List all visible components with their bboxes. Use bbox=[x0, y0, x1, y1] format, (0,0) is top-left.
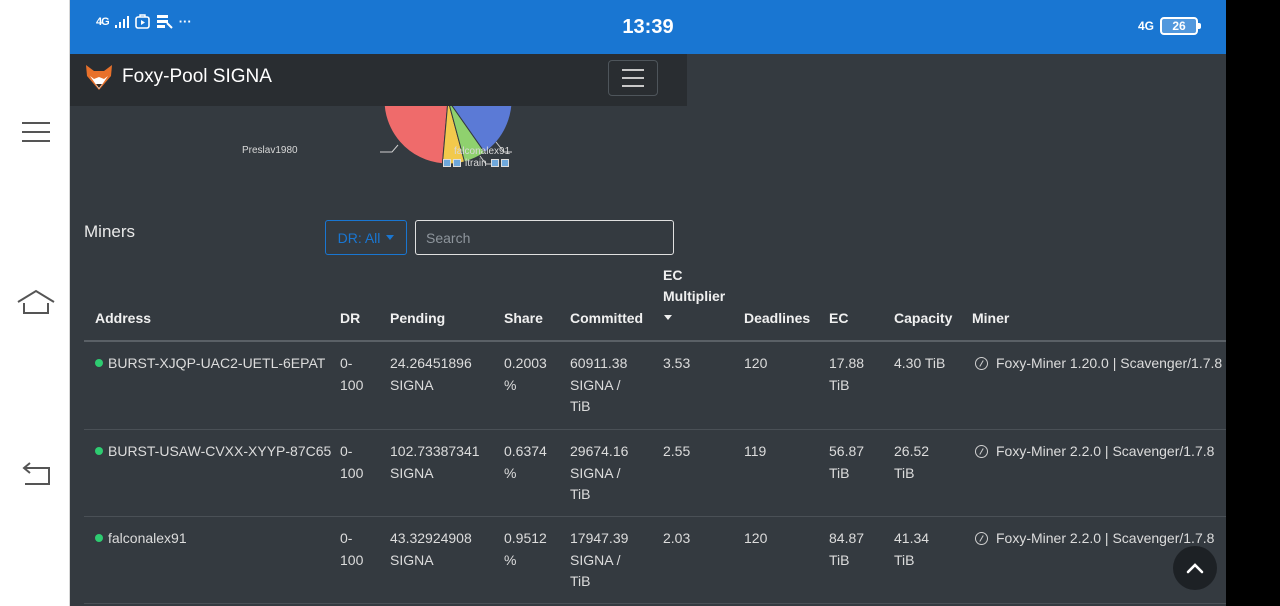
deadlines: 119 bbox=[744, 443, 767, 459]
network-indicator: 4G bbox=[96, 15, 110, 28]
effective-capacity: 56.87 TiB bbox=[829, 443, 865, 481]
fox-icon bbox=[86, 65, 112, 90]
pie-label-preslav1980: Preslav1980 bbox=[242, 145, 298, 156]
share: 0.6374% bbox=[504, 443, 547, 481]
dr-filter-dropdown[interactable]: DR: All bbox=[325, 220, 407, 255]
pie-leader-line bbox=[380, 144, 399, 153]
col-miner[interactable]: Miner bbox=[972, 310, 1010, 326]
pie-label-ltrain: ltrain bbox=[443, 158, 510, 169]
deadlines: 120 bbox=[744, 530, 768, 546]
deadline-range: 0- 100 bbox=[340, 355, 364, 393]
col-dr[interactable]: DR bbox=[340, 310, 361, 326]
device-nav-rail bbox=[0, 0, 70, 606]
storage-notification-icon bbox=[156, 15, 173, 29]
pie-leader-line bbox=[495, 141, 512, 153]
col-ec[interactable]: EC bbox=[829, 310, 849, 326]
screen: 4G ··· 13:39 4G 26 Preslav1980 falconale… bbox=[70, 0, 1226, 606]
app-notification-icon bbox=[134, 14, 150, 29]
col-committed[interactable]: Committed bbox=[570, 310, 644, 326]
pie-label-falconalex91: falconalex91 bbox=[454, 146, 511, 157]
flag-icon bbox=[443, 159, 451, 167]
miner-software-icon bbox=[975, 445, 988, 458]
status-bar: 4G ··· 13:39 4G 26 bbox=[70, 0, 1226, 54]
row-divider bbox=[84, 429, 1226, 430]
flag-icon bbox=[491, 159, 500, 167]
col-share[interactable]: Share bbox=[504, 310, 543, 326]
pending: 24.26451896 SIGNA bbox=[390, 355, 472, 393]
brand[interactable]: Foxy-Pool SIGNA bbox=[84, 62, 272, 92]
chevron-up-icon bbox=[1186, 563, 1204, 574]
device-bezel bbox=[1226, 0, 1280, 606]
col-capacity[interactable]: Capacity bbox=[894, 310, 953, 326]
deadlines: 120 bbox=[744, 355, 768, 371]
capacity: 4.30 TiB bbox=[894, 355, 946, 371]
miner-software: Foxy-Miner 1.20.0 | Scavenger/1.7.8 bbox=[975, 353, 1222, 375]
col-pending[interactable]: Pending bbox=[390, 310, 446, 326]
share: 0.2003% bbox=[504, 355, 547, 393]
online-status-dot bbox=[95, 447, 103, 455]
ec-multiplier: 2.55 bbox=[663, 443, 691, 459]
col-deadlines[interactable]: Deadlines bbox=[744, 310, 811, 326]
capacity: 41.34 TiB bbox=[894, 530, 930, 568]
home-icon[interactable] bbox=[14, 282, 58, 322]
committed: 29674.16 SIGNA / TiB bbox=[570, 443, 629, 502]
miner-software: Foxy-Miner 2.2.0 | Scavenger/1.7.8 bbox=[975, 441, 1214, 463]
share: 0.9512% bbox=[504, 530, 547, 568]
sort-desc-icon bbox=[663, 307, 725, 328]
row-divider bbox=[84, 516, 1226, 517]
col-address[interactable]: Address bbox=[95, 310, 152, 326]
flag-icon bbox=[453, 159, 461, 167]
row-divider bbox=[84, 603, 1226, 604]
miner-software: Foxy-Miner 2.2.0 | Scavenger/1.7.8 bbox=[975, 528, 1214, 550]
back-icon[interactable] bbox=[14, 454, 58, 494]
ec-multiplier: 3.53 bbox=[663, 355, 691, 371]
col-ec-multiplier[interactable]: EC Multiplier bbox=[663, 265, 725, 328]
battery-level: 26 bbox=[1172, 19, 1186, 33]
miner-address[interactable]: falconalex91 bbox=[95, 528, 187, 550]
miner-software-icon bbox=[975, 532, 988, 545]
miner-address[interactable]: BURST-XJQP-UAC2-UETL-6EPAT bbox=[95, 353, 325, 375]
pending: 102.73387341 SIGNA bbox=[390, 443, 480, 481]
deadline-range: 0- 100 bbox=[340, 530, 364, 568]
caret-down-icon bbox=[386, 235, 395, 240]
committed: 17947.39 SIGNA / TiB bbox=[570, 530, 629, 589]
top-navbar: Foxy-Pool SIGNA bbox=[70, 54, 687, 106]
deadline-range: 0- 100 bbox=[340, 443, 364, 481]
miners-heading: Miners bbox=[84, 222, 136, 241]
navbar-toggle-button[interactable] bbox=[608, 60, 658, 96]
more-notifications-icon: ··· bbox=[178, 14, 192, 29]
miner-software-icon bbox=[975, 357, 988, 370]
dr-filter-label: DR: All bbox=[337, 229, 381, 246]
search-input[interactable] bbox=[415, 220, 674, 255]
online-status-dot bbox=[95, 359, 103, 367]
battery-icon: 26 bbox=[1160, 17, 1201, 35]
brand-title: Foxy-Pool SIGNA bbox=[122, 66, 272, 87]
status-time: 13:39 bbox=[622, 16, 674, 38]
miner-address[interactable]: BURST-USAW-CVXX-XYYP-87C65 bbox=[95, 441, 331, 463]
table-header-divider bbox=[84, 340, 1226, 342]
menu-icon[interactable] bbox=[14, 112, 58, 152]
signal-icon bbox=[114, 15, 129, 28]
hamburger-icon bbox=[622, 69, 644, 71]
capacity: 26.52 TiB bbox=[894, 443, 930, 481]
effective-capacity: 84.87 TiB bbox=[829, 530, 865, 568]
ec-multiplier: 2.03 bbox=[663, 530, 691, 546]
pending: 43.32924908 SIGNA bbox=[390, 530, 472, 568]
effective-capacity: 17.88 TiB bbox=[829, 355, 865, 393]
committed: 60911.38 SIGNA / TiB bbox=[570, 355, 628, 414]
scroll-to-top-button[interactable] bbox=[1173, 546, 1217, 590]
network-indicator-right: 4G bbox=[1137, 19, 1154, 33]
flag-icon bbox=[501, 159, 510, 167]
online-status-dot bbox=[95, 534, 103, 542]
